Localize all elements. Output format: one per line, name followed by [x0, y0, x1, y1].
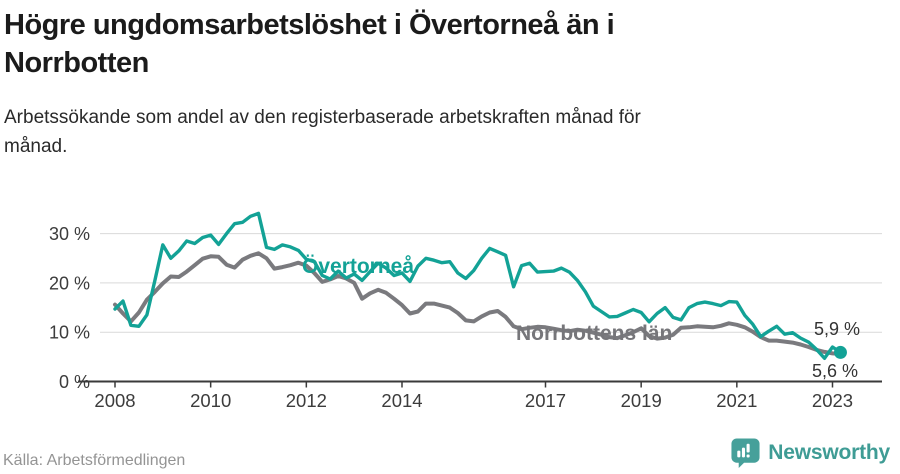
- series-end-dot: [833, 345, 847, 359]
- y-tick-label-30: 30 %: [49, 224, 90, 244]
- x-tick-label-2012: 2012: [286, 390, 327, 411]
- x-tick-label-2023: 2023: [812, 390, 853, 411]
- x-tick-label-2014: 2014: [381, 390, 422, 411]
- x-tick-label-2021: 2021: [716, 390, 757, 411]
- bar-2: [742, 447, 746, 458]
- series-line-norrbotten: [113, 251, 843, 356]
- series-end-value-overtornea: 5,9 %: [814, 319, 860, 339]
- series-line-overtornea: [113, 211, 843, 361]
- y-tick-label-0: 0 %: [59, 372, 90, 392]
- y-tick-label-20: 20 %: [49, 273, 90, 293]
- y-tick-label-10: 10 %: [49, 323, 90, 343]
- page-title: Högre ungdomsarbetslöshet i Övertorneå ä…: [4, 6, 864, 82]
- series-label-overtornea: Övertorneå: [302, 255, 414, 278]
- newsworthy-brand-text: Newsworthy: [768, 441, 890, 464]
- bar-1: [737, 450, 741, 458]
- speech-bubble-shape: [731, 438, 760, 469]
- x-tick-label-2008: 2008: [94, 390, 135, 411]
- chart-subtitle-line2: månad.: [4, 136, 68, 157]
- x-tick-label-2019: 2019: [621, 390, 662, 411]
- source-credit: Källa: Arbetsförmedlingen: [3, 452, 186, 469]
- unemployment-line-chart: 0 % 10 % 20 % 30 % 2008 2010 2012 2014 2017 2019 2…: [49, 211, 882, 411]
- page-title-line1: Högre ungdomsarbetslöshet i Övertorneå ä…: [4, 9, 615, 41]
- page-title-line2: Norrbotten: [4, 47, 149, 79]
- x-tick-label-2017: 2017: [525, 390, 566, 411]
- exclamation-dot: [746, 454, 750, 458]
- exclamation-stem: [746, 443, 750, 453]
- newsworthy-brand-link[interactable]: Newsworthy: [730, 436, 890, 470]
- series-label-norrbotten: Norrbottens län: [516, 322, 672, 345]
- chart-subtitle-line1: Arbetssökande som andel av den registerb…: [4, 107, 641, 128]
- chart-subtitle: Arbetssökande som andel av den registerb…: [4, 103, 854, 161]
- newsworthy-logo-icon: [731, 438, 760, 469]
- x-tick-label-2010: 2010: [190, 390, 231, 411]
- series-end-value-norrbotten: 5,6 %: [812, 361, 858, 381]
